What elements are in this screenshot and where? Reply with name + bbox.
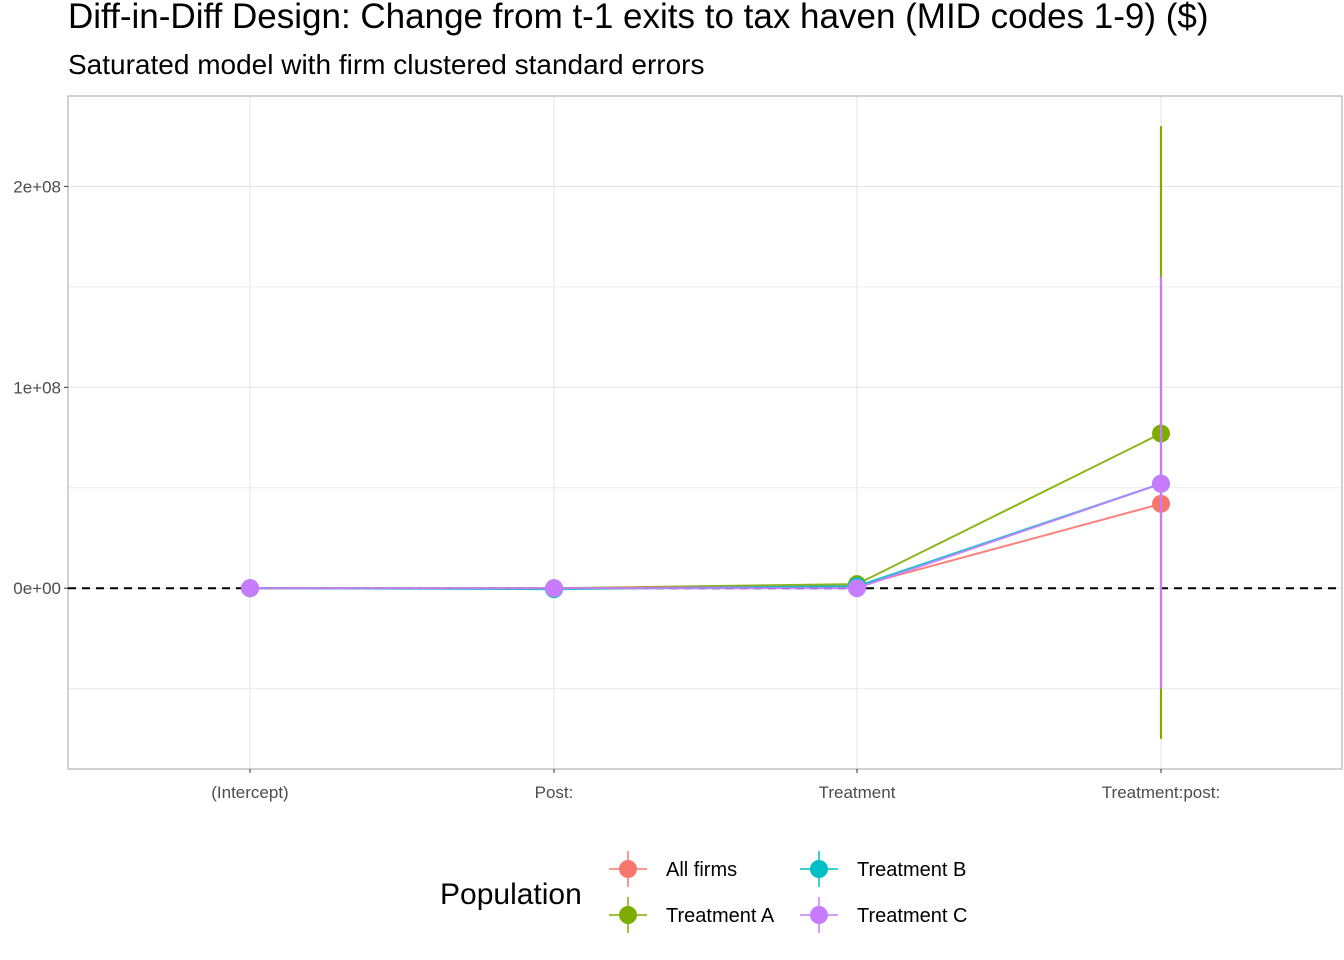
legend-label: All firms (666, 859, 737, 881)
legend-item: All firms (609, 851, 737, 887)
y-tick-label: 2e+08 (13, 177, 61, 196)
series-layer (241, 126, 1170, 739)
data-point (1152, 474, 1170, 493)
y-tick-label: 1e+08 (13, 378, 61, 397)
series-line (250, 502, 1162, 590)
data-point (545, 579, 563, 598)
legend-label: Treatment B (857, 859, 966, 881)
series-line (250, 432, 1162, 590)
y-axis: 0e+00 1e+08 2e+08 (13, 177, 68, 598)
chart-title: Diff-in-Diff Design: Change from t-1 exi… (68, 0, 1209, 36)
chart-subtitle: Saturated model with firm clustered stan… (68, 49, 705, 80)
data-point (241, 579, 259, 598)
legend-key-point (619, 906, 637, 924)
legend-label: Treatment C (857, 905, 967, 927)
legend-key-point (810, 906, 828, 924)
legend-item: Treatment B (800, 851, 966, 887)
plot-panel-border (67, 95, 1343, 770)
legend-title: Population (440, 878, 582, 911)
x-tick-label: Treatment:post: (1102, 783, 1220, 802)
series-all-firms (241, 494, 1170, 598)
series-line (250, 482, 1162, 590)
legend-item: Treatment C (800, 897, 967, 933)
series-treatment-c (241, 276, 1170, 689)
series-treatment-a (241, 126, 1170, 739)
series-line (249, 482, 1162, 591)
legend-item: Treatment A (609, 897, 775, 933)
legend-key-point (810, 860, 828, 878)
y-tick-label: 0e+00 (13, 579, 61, 598)
series-treatment-b (241, 474, 1170, 599)
x-axis: (Intercept) Post: Treatment Treatment:post: (211, 769, 1220, 802)
legend-key-point (619, 860, 637, 878)
x-tick-label: (Intercept) (211, 783, 288, 802)
data-point (848, 579, 866, 598)
x-tick-label: Post: (535, 783, 574, 802)
legend-label: Treatment A (666, 905, 775, 927)
x-tick-label: Treatment (819, 783, 896, 802)
grid (68, 96, 1342, 769)
legend-items: All firms Treatment A Treatment B Treatment… (609, 851, 967, 933)
legend: Population All firms Treatment A Treatment… (440, 851, 967, 933)
